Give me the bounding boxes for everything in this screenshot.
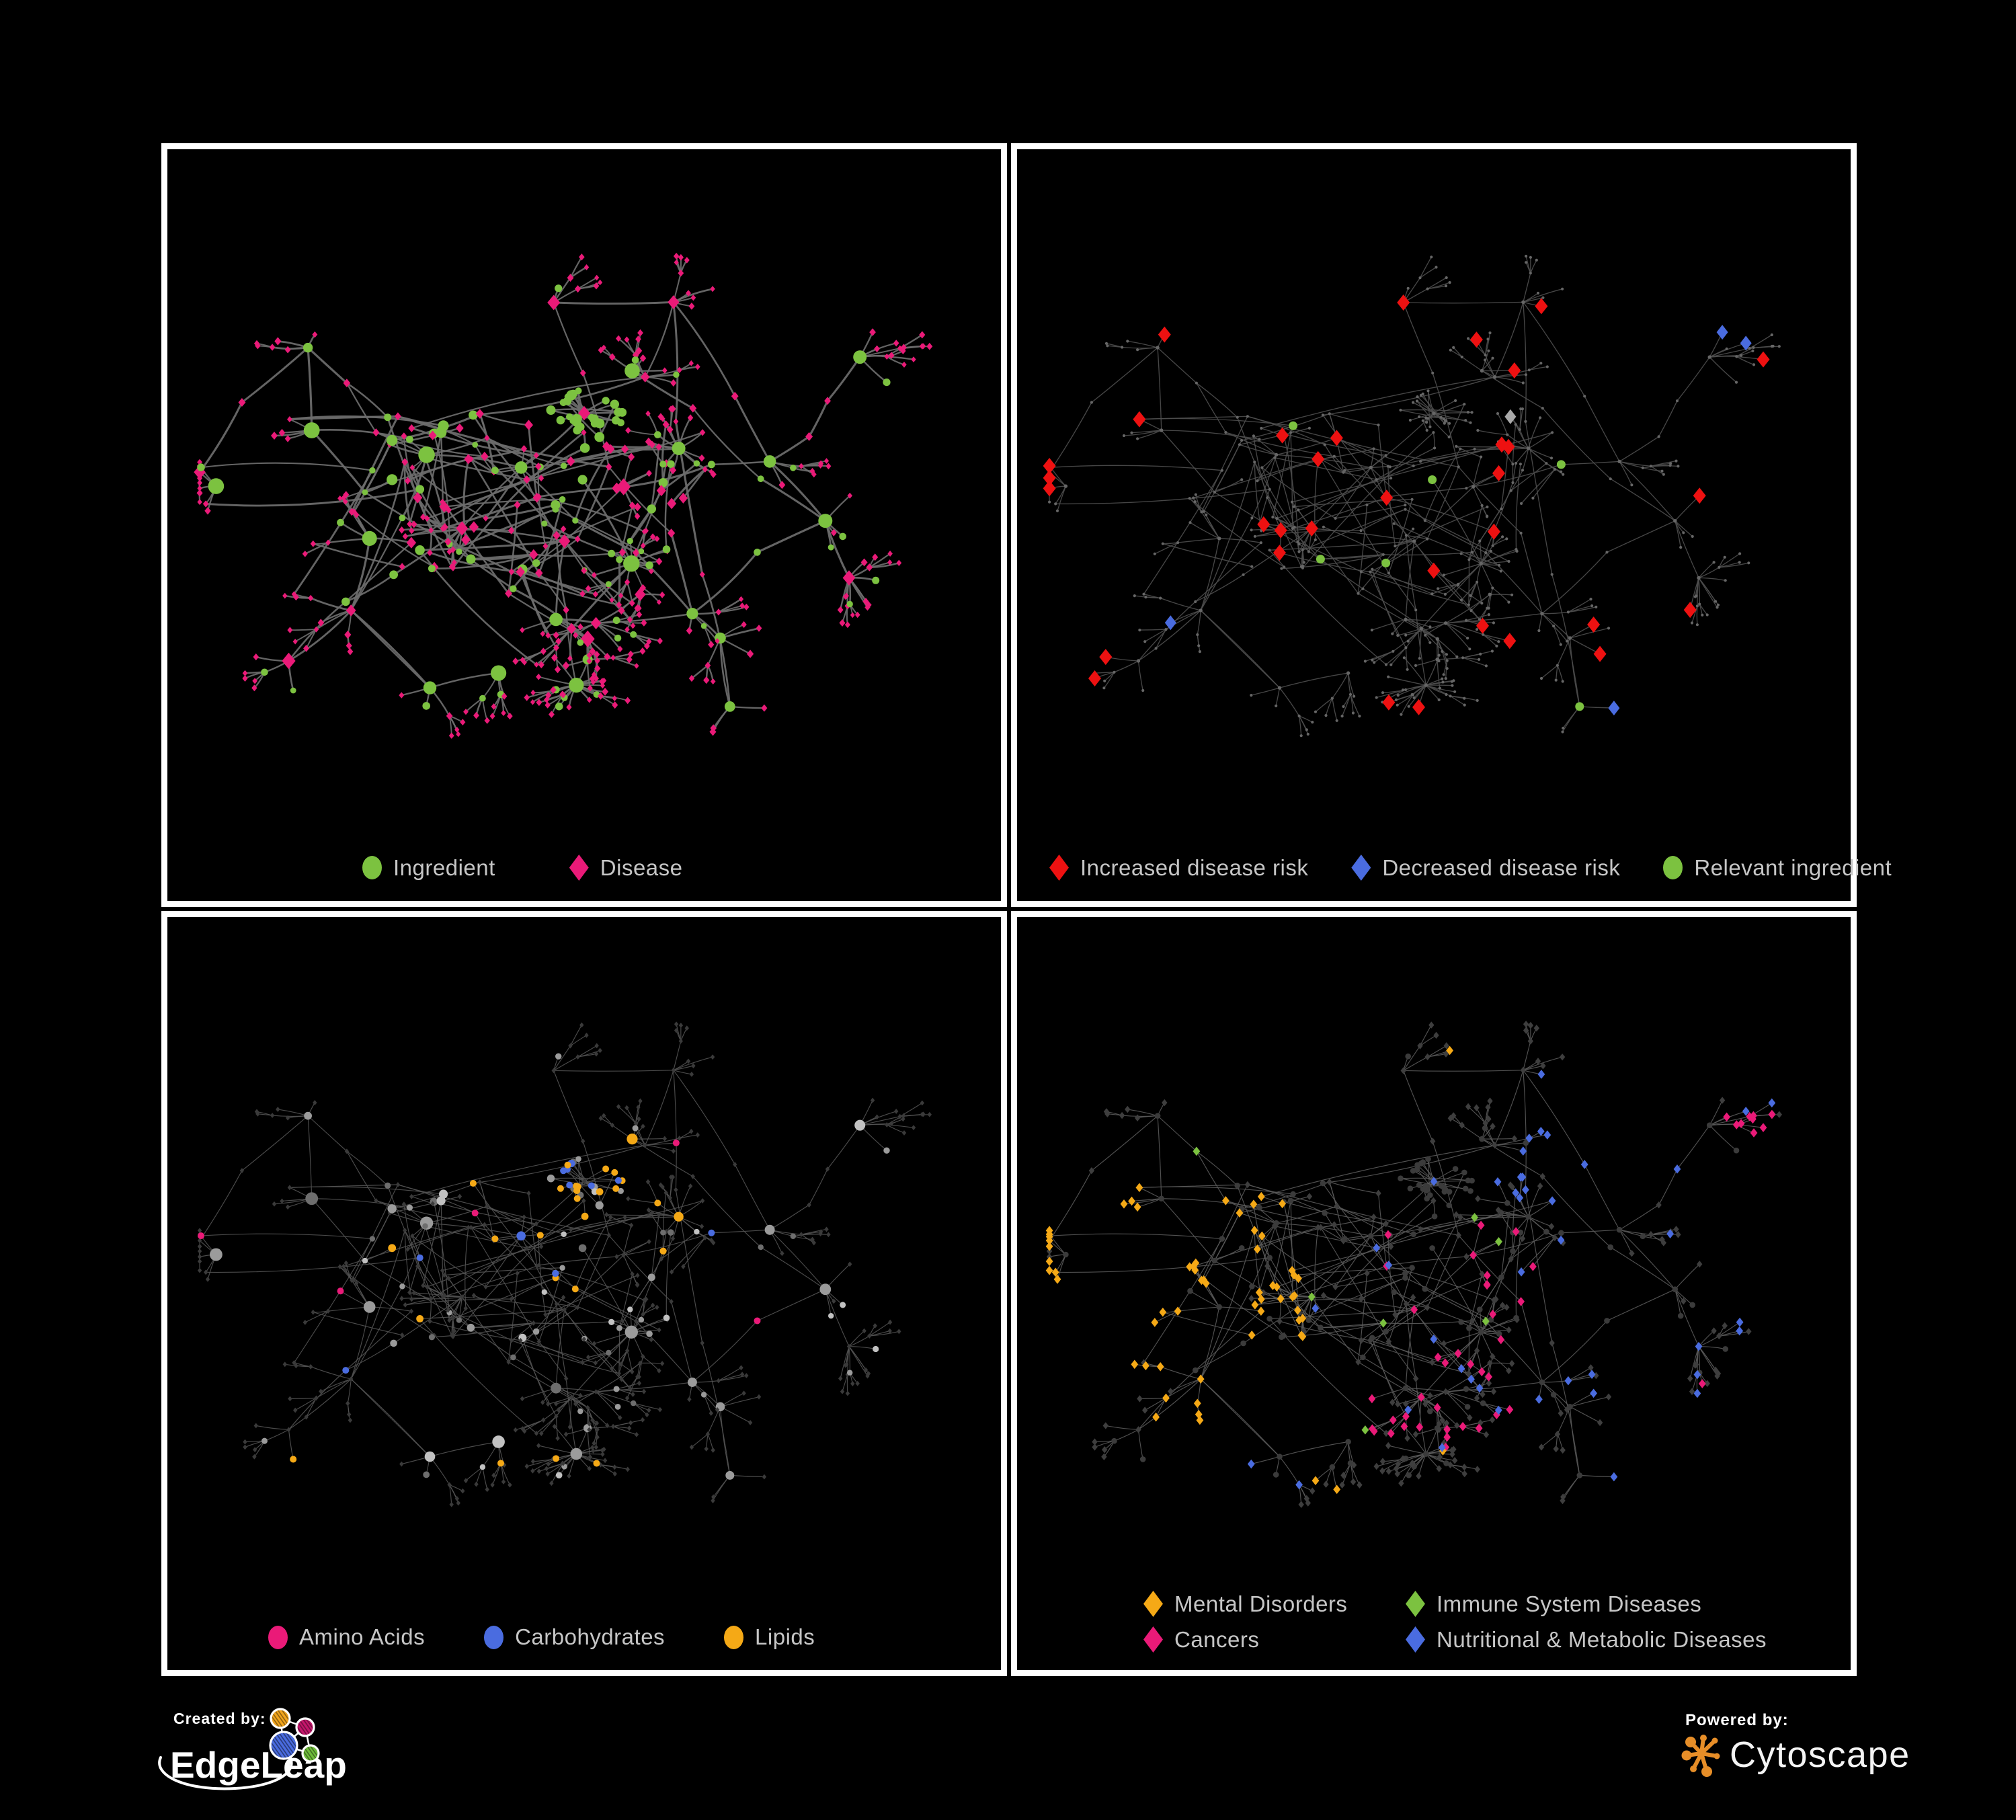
created-by-label: Created by: bbox=[173, 1710, 266, 1727]
cytoscape-credit: Powered by: bbox=[1676, 1705, 1945, 1792]
panel-disease-risk: Increased disease risk Decreased disease… bbox=[1011, 143, 1892, 907]
legend-label: Amino Acids bbox=[299, 1624, 426, 1649]
legend-item: Amino Acids bbox=[268, 1624, 425, 1650]
diamond-swatch bbox=[1049, 855, 1069, 881]
legend-label: Decreased disease risk bbox=[1382, 855, 1621, 880]
powered-by-label: Powered by: bbox=[1685, 1711, 1789, 1729]
edgeleap-logo: Created by: EdgeLeap bbox=[158, 1708, 347, 1790]
cytoscape-network-icon bbox=[1681, 1735, 1720, 1777]
diamond-swatch bbox=[1351, 855, 1371, 881]
circle-swatch bbox=[362, 856, 382, 879]
legend-label: Cancers bbox=[1174, 1626, 1260, 1652]
panel-node-types: Ingredient Disease bbox=[161, 143, 1007, 907]
legend-item: Increased disease risk bbox=[1049, 855, 1308, 881]
edgeleap-wordmark: EdgeLeap bbox=[170, 1744, 347, 1786]
legend-item: Decreased disease risk bbox=[1351, 855, 1620, 881]
legend-item: Relevant ingredient bbox=[1663, 855, 1892, 881]
edgeleap-node-green bbox=[301, 1744, 320, 1763]
legend-label: Disease bbox=[600, 855, 683, 880]
legend-item: Cancers bbox=[1143, 1626, 1406, 1653]
legend-ingredient-classes: Amino Acids Carbohydrates Lipids bbox=[167, 1624, 1001, 1650]
edgeleap-credit: Created by: EdgeLeap bbox=[151, 1696, 373, 1810]
legend-label: Increased disease risk bbox=[1080, 855, 1309, 880]
diamond-swatch bbox=[1406, 1626, 1425, 1653]
legend-item: Disease bbox=[569, 855, 683, 881]
network-disease-classes bbox=[1045, 1021, 1782, 1508]
network-disease-risk bbox=[1043, 254, 1781, 738]
legend-label: Ingredient bbox=[393, 855, 495, 880]
legend-label: Carbohydrates bbox=[515, 1624, 666, 1649]
panel-disease-classes: Mental Disorders Immune System Diseases … bbox=[1011, 911, 1857, 1676]
legend-item: Nutritional & Metabolic Diseases bbox=[1406, 1626, 1767, 1653]
cytoscape-wordmark: Cytoscape bbox=[1730, 1735, 1910, 1775]
legend-label: Nutritional & Metabolic Diseases bbox=[1437, 1626, 1767, 1652]
network-node-types bbox=[194, 252, 933, 739]
diamond-swatch bbox=[1143, 1626, 1163, 1653]
diamond-swatch bbox=[569, 855, 589, 881]
legend-item: Lipids bbox=[724, 1624, 815, 1650]
legend-label: Mental Disorders bbox=[1174, 1591, 1348, 1616]
edgeleap-node-blue bbox=[269, 1731, 298, 1760]
panel-ingredient-classes: Amino Acids Carbohydrates Lipids bbox=[161, 911, 1007, 1676]
legend-item: Immune System Diseases bbox=[1406, 1591, 1767, 1617]
edgeleap-node-orange bbox=[270, 1708, 291, 1729]
legend-label: Lipids bbox=[755, 1624, 815, 1649]
diamond-swatch bbox=[1406, 1591, 1425, 1617]
legend-disease-classes: Mental Disorders Immune System Diseases … bbox=[1143, 1591, 1767, 1653]
legend-item: Ingredient bbox=[362, 855, 495, 881]
edgeleap-node-magenta bbox=[295, 1717, 315, 1737]
circle-swatch bbox=[268, 1625, 288, 1649]
circle-swatch bbox=[484, 1625, 504, 1649]
diamond-swatch bbox=[1143, 1591, 1163, 1617]
circle-swatch bbox=[1663, 856, 1683, 879]
legend-disease-risk: Increased disease risk Decreased disease… bbox=[1017, 855, 1892, 881]
edgeleap-swoosh bbox=[158, 1748, 293, 1790]
legend-node-types: Ingredient Disease bbox=[167, 855, 1001, 881]
circle-swatch bbox=[724, 1625, 744, 1649]
legend-item: Mental Disorders bbox=[1143, 1591, 1406, 1617]
legend-item: Carbohydrates bbox=[484, 1624, 665, 1650]
legend-label: Immune System Diseases bbox=[1437, 1591, 1702, 1616]
network-ingredient-classes bbox=[197, 1021, 932, 1507]
cytoscape-logo: Powered by: bbox=[1681, 1711, 1910, 1777]
legend-label: Relevant ingredient bbox=[1694, 855, 1892, 880]
